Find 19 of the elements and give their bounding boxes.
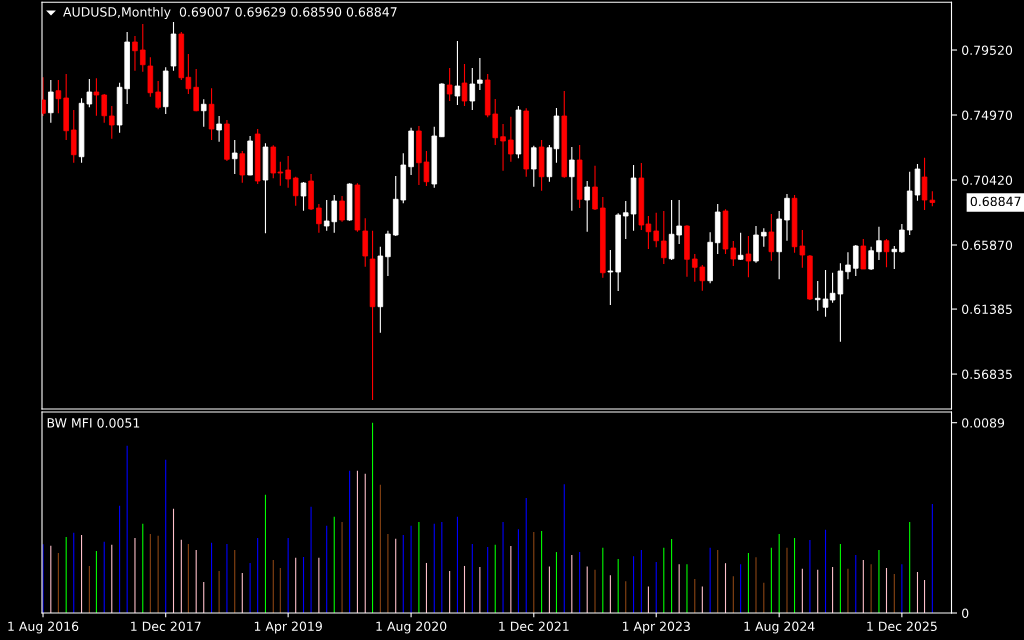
x-tick-label: 1 Apr 2023 <box>622 621 690 634</box>
x-tick-label: 1 Apr 2019 <box>254 621 322 634</box>
y-tick-label: 0.70420 <box>962 175 1013 185</box>
y-tick-label: 0.0089 <box>962 418 1005 428</box>
x-tick-label: 1 Aug 2020 <box>376 621 447 634</box>
y-tick-label: 0.56835 <box>962 369 1012 379</box>
y-tick-label: 0.74970 <box>962 110 1013 120</box>
text: 0.68847 <box>970 196 1021 207</box>
chart-title: AUDUSD,Monthly 0.69007 0.69629 0.68590 0.68847 <box>63 6 397 20</box>
y-tick-label: 0.61385 <box>962 304 1012 314</box>
y-tick-label: 0.79520 <box>962 45 1013 55</box>
x-tick-label: 1 Aug 2024 <box>744 621 815 634</box>
x-tick-label: 1 Dec 2017 <box>131 621 201 632</box>
x-tick-label: 1 Aug 2016 <box>8 621 79 634</box>
x-tick-label: 1 Dec 2021 <box>499 621 569 632</box>
y-tick-label: 0.65870 <box>962 240 1013 250</box>
chart-title: BW MFI 0.0051 <box>47 418 140 428</box>
y-tick-label: 0 <box>962 608 969 618</box>
x-tick-label: 1 Dec 2025 <box>867 621 937 632</box>
